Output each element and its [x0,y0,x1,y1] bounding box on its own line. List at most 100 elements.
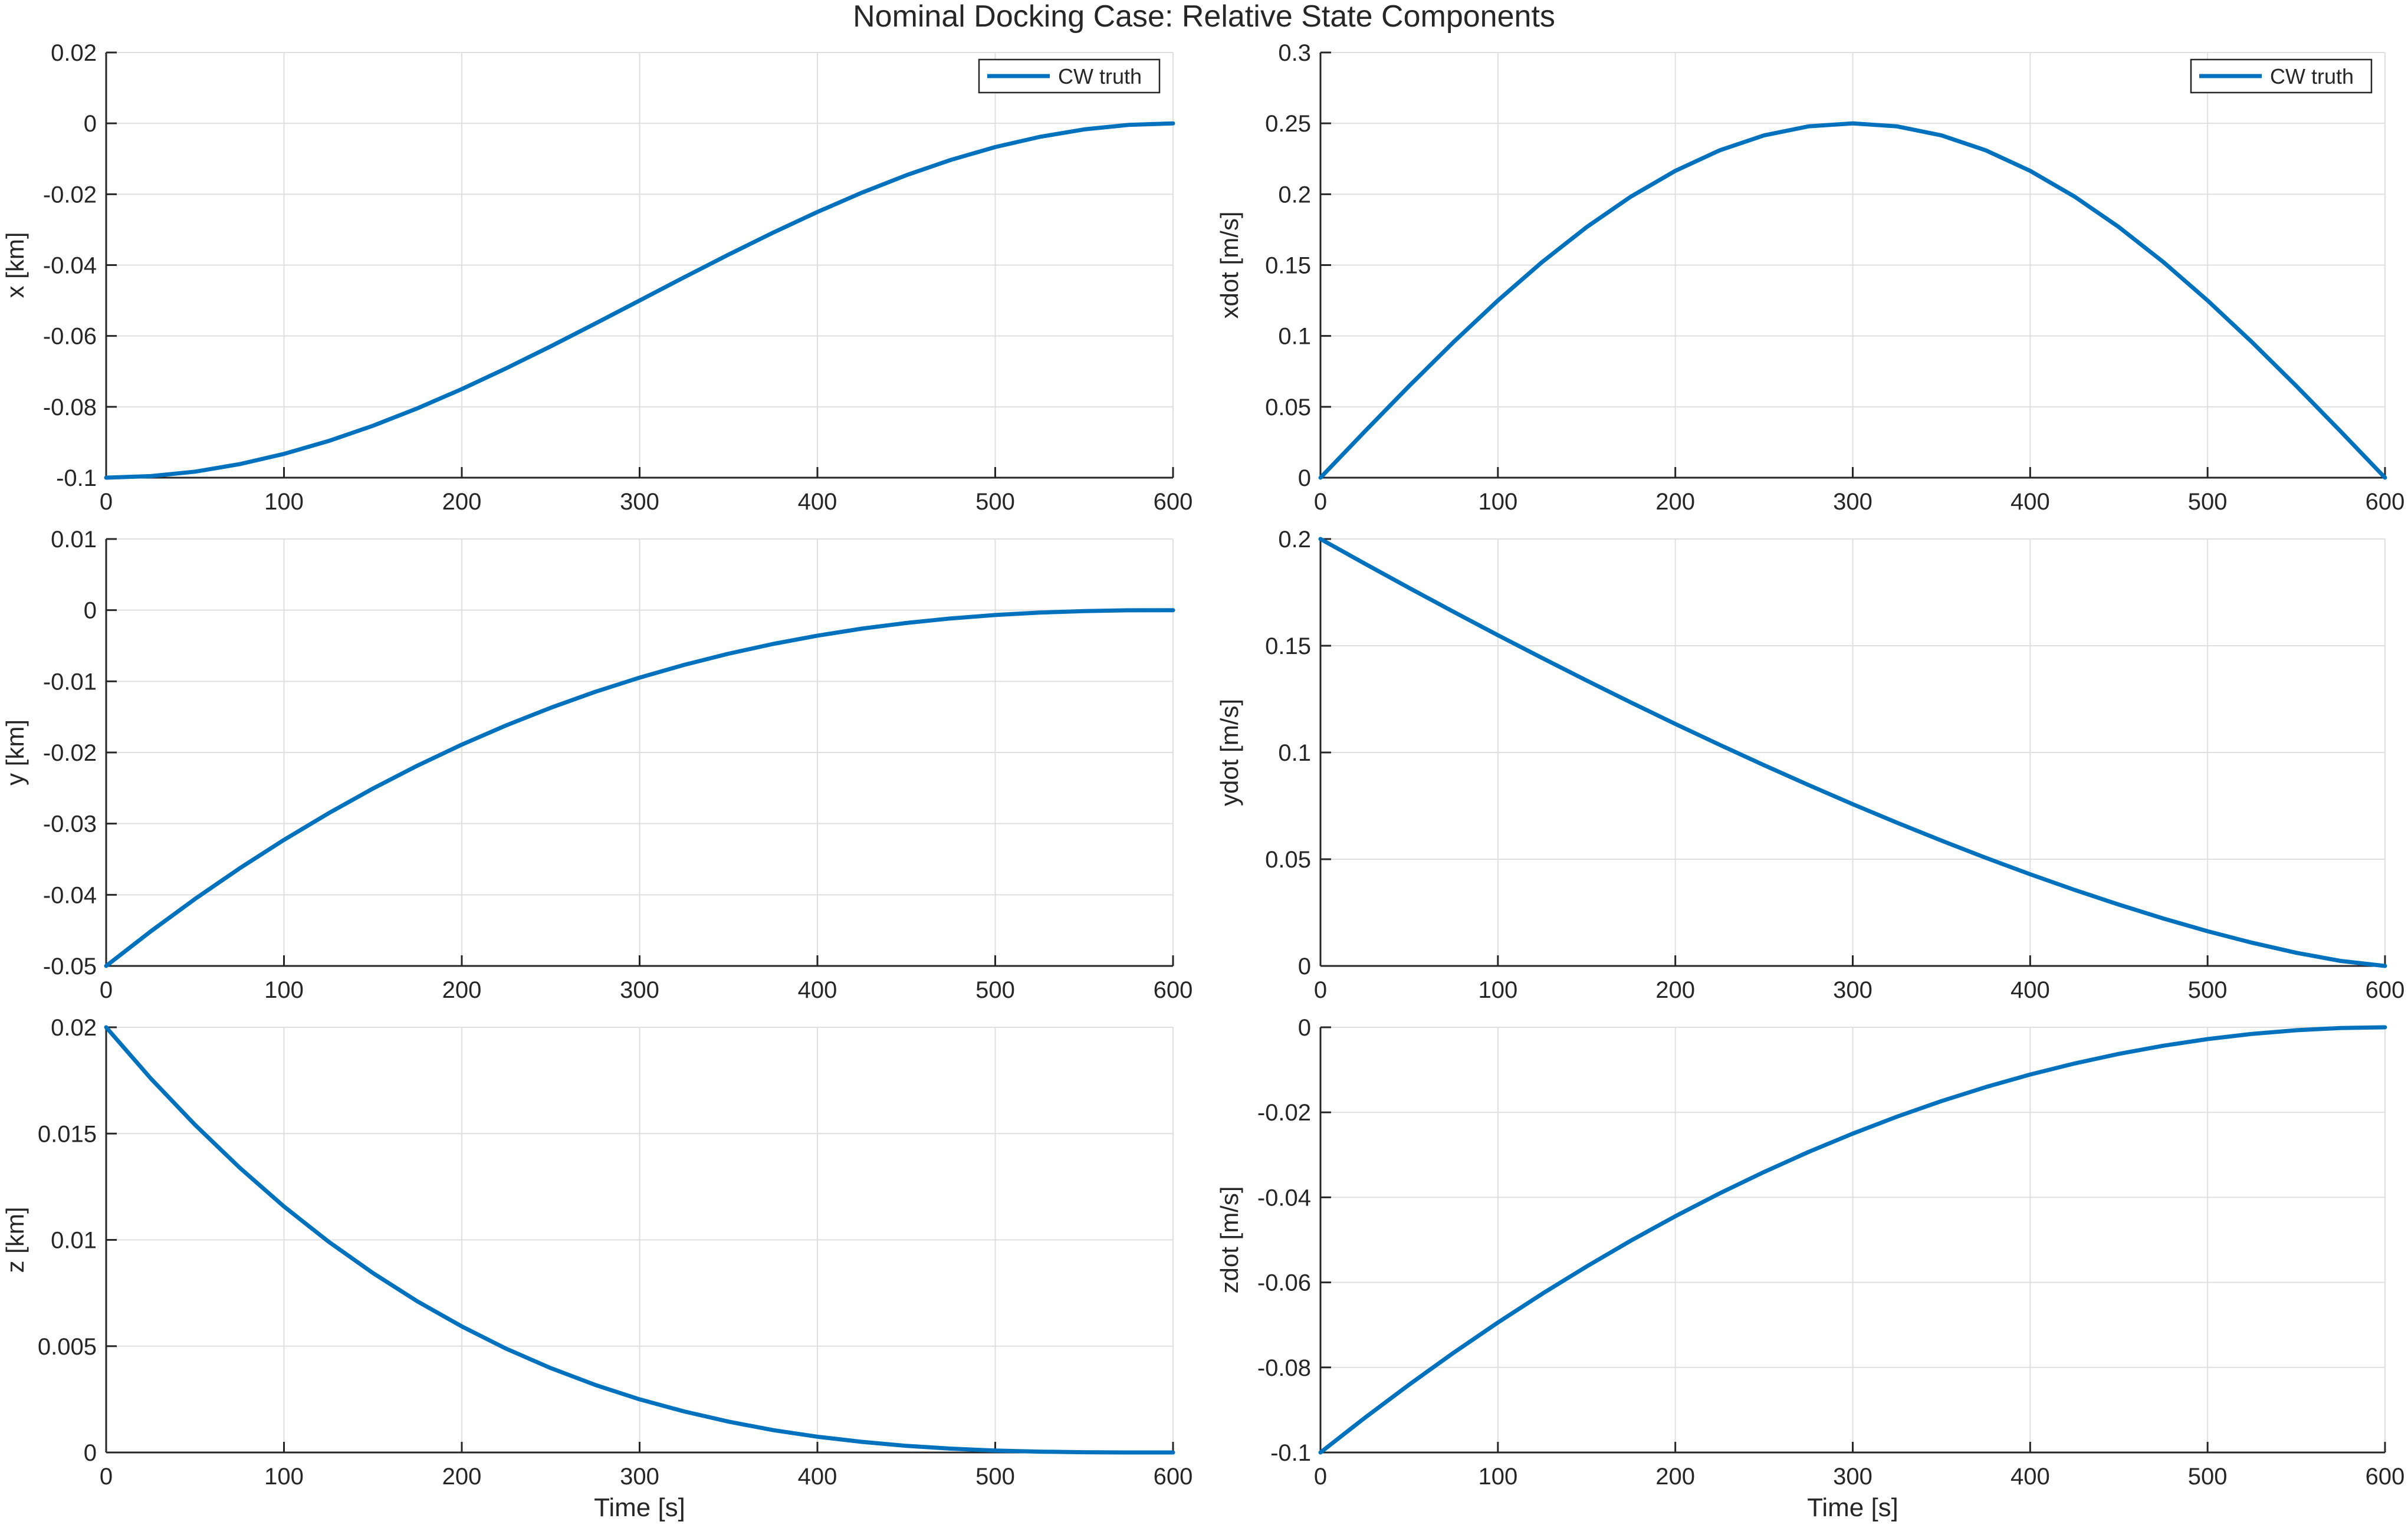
y-axis-label: y [km] [1,719,29,785]
x-tick-label: 500 [975,489,1015,515]
subplot-2: 0 100 200 300 400 500 600 0 0.05 0.1 0.15 0.2 0.25 0.… [1216,40,2404,515]
y-tick-label: 0 [84,598,97,624]
y-tick-label: 0.15 [1265,253,1311,279]
x-tick-label: 600 [2366,489,2405,515]
y-tick-label: 0 [84,1440,97,1466]
y-tick-label: 0.015 [38,1121,97,1147]
y-tick-label: -0.1 [56,465,97,491]
y-tick-label: -0.08 [1257,1355,1311,1381]
x-tick-label: 100 [1478,489,1517,515]
x-tick-label: 100 [264,977,304,1003]
subplot-1: 0 100 200 300 400 500 600 -0.1 -0.08 -0.06 -0.04 -0… [1,40,1192,515]
x-tick-label: 300 [1833,1464,1872,1490]
subplot-4: 0 100 200 300 400 500 600 0 0.05 0.1 0.15 0.2 ydot [… [1216,527,2404,1003]
x-tick-label: 500 [2188,977,2228,1003]
y-tick-label: 0.2 [1278,527,1311,553]
x-tick-label: 400 [2011,489,2050,515]
x-tick-label: 600 [2366,1464,2405,1490]
x-tick-label: 200 [1655,1464,1695,1490]
y-tick-label: 0.01 [51,1228,97,1254]
y-tick-label: 0.02 [51,40,97,66]
y-tick-label: 0.15 [1265,633,1311,659]
y-tick-label: -0.06 [1257,1270,1311,1296]
y-tick-label: 0.3 [1278,40,1311,66]
x-tick-label: 0 [100,977,113,1003]
x-tick-label: 400 [798,489,837,515]
y-tick-label: -0.08 [43,395,97,420]
series-line-cw-truth [104,121,1175,480]
y-tick-label: -0.04 [1257,1185,1311,1211]
y-tick-label: 0 [84,111,97,137]
x-tick-label: 500 [2188,489,2228,515]
x-tick-label: 400 [2011,1464,2050,1490]
y-axis-label: zdot [m/s] [1216,1186,1243,1293]
x-tick-label: 100 [1478,1464,1517,1490]
y-tick-label: -0.04 [43,882,97,908]
x-tick-label: 400 [798,1464,837,1490]
x-tick-label: 600 [1154,1464,1193,1490]
y-tick-label: 0.05 [1265,395,1311,420]
x-tick-label: 100 [264,1464,304,1490]
series-line-cw-truth [104,1025,1175,1455]
x-tick-label: 500 [2188,1464,2228,1490]
y-tick-label: 0 [1298,1015,1311,1041]
x-tick-label: 200 [442,1464,482,1490]
y-tick-label: 0.005 [38,1334,97,1360]
x-tick-label: 300 [620,1464,659,1490]
y-axis-label: x [km] [1,232,29,298]
x-tick-label: 600 [1154,977,1193,1003]
y-tick-label: -0.01 [43,669,97,695]
series-line-cw-truth [1318,1025,2387,1455]
legend: CW truth [2190,58,2373,94]
y-tick-label: -0.02 [43,740,97,766]
x-tick-label: 0 [1314,1464,1327,1490]
y-tick-label: -0.1 [1270,1440,1311,1466]
y-tick-label: 0.1 [1278,740,1311,766]
subplot-5: 0 100 200 300 400 500 600 0 0.005 0.01 0.015 0.02 z … [1,1015,1192,1522]
y-tick-label: 0.2 [1278,182,1311,208]
legend: CW truth [978,58,1161,94]
x-tick-label: 600 [2366,977,2405,1003]
y-tick-label: 0.05 [1265,847,1311,873]
subplot-6: 0 100 200 300 400 500 600 -0.1 -0.08 -0.06 -0.04 -0… [1216,1015,2404,1522]
x-tick-label: 0 [100,1464,113,1490]
y-tick-label: 0 [1298,954,1311,980]
y-tick-label: -0.03 [43,811,97,837]
figure-title: Nominal Docking Case: Relative State Com… [853,0,1555,34]
x-tick-label: 600 [1154,489,1193,515]
series-line-cw-truth [1318,121,2387,480]
x-axis-label: Time [s] [594,1493,685,1522]
x-tick-label: 500 [975,1464,1015,1490]
y-tick-label: -0.04 [43,253,97,279]
y-tick-label: -0.06 [43,324,97,350]
y-tick-label: 0.01 [51,527,97,553]
y-tick-label: 0.02 [51,1015,97,1041]
y-tick-label: -0.05 [43,954,97,980]
x-tick-label: 200 [442,489,482,515]
x-tick-label: 300 [1833,977,1872,1003]
y-tick-label: 0 [1298,465,1311,491]
x-tick-label: 0 [100,489,113,515]
legend-label: CW truth [1058,64,1142,88]
x-tick-label: 500 [975,977,1015,1003]
y-tick-label: -0.02 [1257,1100,1311,1126]
y-tick-label: -0.02 [43,182,97,208]
y-axis-label: z [km] [1,1207,29,1273]
x-tick-label: 300 [620,489,659,515]
x-tick-label: 400 [2011,977,2050,1003]
x-tick-label: 300 [1833,489,1872,515]
series-line-cw-truth [104,608,1175,968]
x-tick-label: 200 [1655,977,1695,1003]
legend-label: CW truth [2270,64,2354,88]
y-axis-label: ydot [m/s] [1216,699,1243,806]
series-line-cw-truth [1318,537,2387,968]
x-tick-label: 100 [1478,977,1517,1003]
x-tick-label: 400 [798,977,837,1003]
x-tick-label: 300 [620,977,659,1003]
x-tick-label: 200 [1655,489,1695,515]
x-tick-label: 100 [264,489,304,515]
subplot-3: 0 100 200 300 400 500 600 -0.05 -0.04 -0.03 -0.02 -… [1,527,1192,1003]
y-axis-label: xdot [m/s] [1216,211,1243,318]
x-tick-label: 200 [442,977,482,1003]
